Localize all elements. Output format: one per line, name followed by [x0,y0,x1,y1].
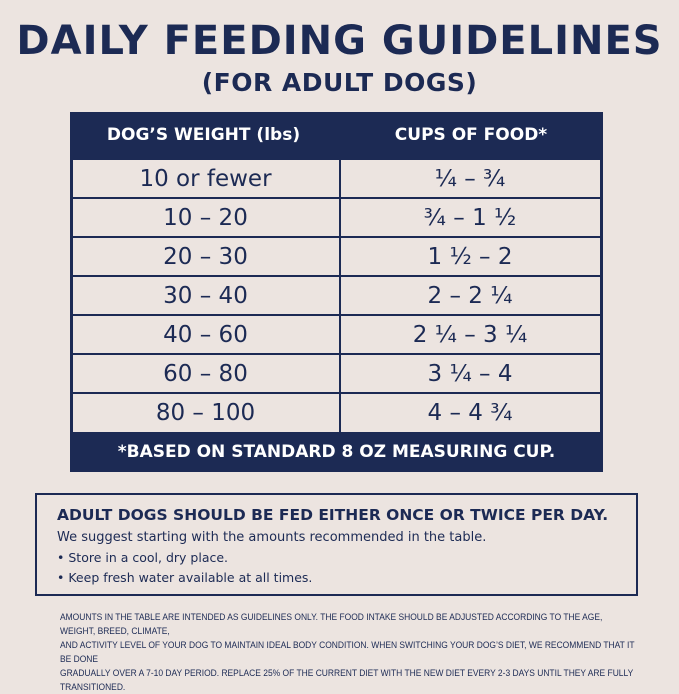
fine-print: AMOUNTS IN THE TABLE ARE INTENDED AS GUI… [60,610,640,694]
fine-print-line: AND ACTIVITY LEVEL OF YOUR DOG TO MAINTA… [60,640,635,664]
table-footnote: *BASED ON STANDARD 8 OZ MEASURING CUP. [117,442,556,462]
feeding-notes-box: ADULT DOGS SHOULD BE FED EITHER ONCE OR … [35,493,638,596]
fine-print-line: AMOUNTS IN THE TABLE ARE INTENDED AS GUI… [60,612,603,636]
cups-cell: 2 ¼ – 3 ¼ [412,321,528,348]
weight-cell: 40 – 60 [163,321,248,348]
weight-cell: 10 – 20 [163,204,248,231]
table-body: 10 or fewer ¼ – ¾ 10 – 20 ¾ – 1 ½ 20 – 30 1… [73,160,600,432]
header-weight: DOG’S WEIGHT (lbs) [106,125,301,145]
cups-cell: 1 ½ – 2 [427,243,513,270]
weight-cell: 60 – 80 [163,360,248,387]
feeding-table: DOG’S WEIGHT (lbs) CUPS OF FOOD* 10 or f… [70,112,603,472]
table-row: 80 – 100 4 – 4 ¾ [73,392,600,432]
notes-bullet: Store in a cool, dry place. [57,550,616,565]
page-title: DAILY FEEDING GUIDELINES [16,18,663,64]
table-row: 20 – 30 1 ½ – 2 [73,236,600,277]
table-row: 10 – 20 ¾ – 1 ½ [73,197,600,238]
column-divider [339,160,341,432]
weight-cell: 10 or fewer [139,165,272,192]
fine-print-line: GRADUALLY OVER A 7-10 DAY PERIOD. REPLAC… [60,668,634,692]
weight-cell: 30 – 40 [163,282,248,309]
table-row: 30 – 40 2 – 2 ¼ [73,275,600,316]
table-row: 60 – 80 3 ¼ – 4 [73,353,600,394]
weight-cell: 80 – 100 [155,399,256,426]
notes-heading: ADULT DOGS SHOULD BE FED EITHER ONCE OR … [57,506,609,524]
cups-cell: 2 – 2 ¼ [427,282,513,309]
table-row: 10 or fewer ¼ – ¾ [73,160,600,199]
notes-suggestion: We suggest starting with the amounts rec… [57,530,487,545]
notes-bullet: Keep fresh water available at all times. [57,570,616,585]
header-cups: CUPS OF FOOD* [394,125,548,145]
page-subtitle: (FOR ADULT DOGS) [201,68,478,97]
cups-cell: ¾ – 1 ½ [423,204,517,231]
cups-cell: 4 – 4 ¾ [427,399,513,426]
table-row: 40 – 60 2 ¼ – 3 ¼ [73,314,600,355]
weight-cell: 20 – 30 [163,243,248,270]
cups-cell: ¼ – ¾ [434,165,506,192]
cups-cell: 3 ¼ – 4 [427,360,513,387]
